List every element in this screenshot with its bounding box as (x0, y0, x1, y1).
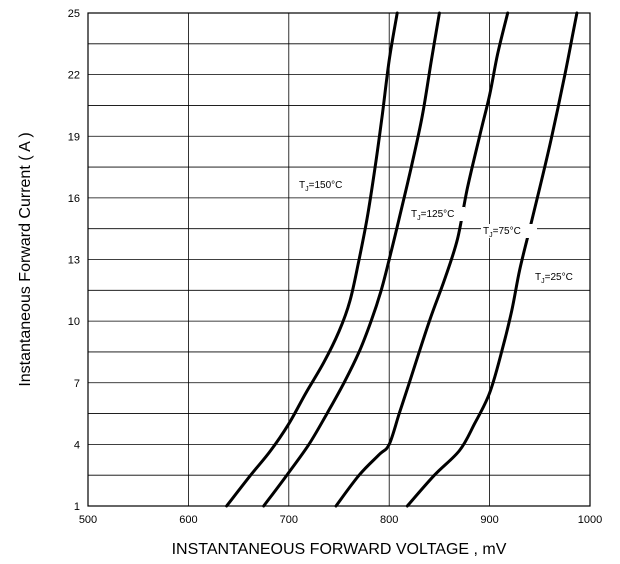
series-line-25c (405, 11, 579, 508)
y-tick-label: 13 (68, 255, 80, 267)
series-line-75c (334, 11, 510, 508)
curve-label-background (533, 270, 589, 284)
y-tick-label: 19 (68, 131, 80, 143)
curve-label-background (409, 207, 465, 221)
series-line-150c (225, 11, 399, 508)
y-tick-label: 10 (68, 316, 80, 328)
x-tick-label: 500 (79, 514, 97, 526)
curve-label-background (481, 224, 537, 238)
chart-tick-labels: 1 4 7 10 13 16 19 22 25 500 600 700 800 900 1000 (68, 8, 602, 526)
chart-curves (225, 11, 579, 508)
x-axis-label: INSTANTANEOUS FORWARD VOLTAGE , mV (172, 541, 507, 558)
chart-grid (87, 12, 591, 507)
curve-label-125c: TJ=125°C (411, 209, 454, 222)
y-tick-label: 7 (74, 378, 80, 390)
y-tick-label: 22 (68, 70, 80, 82)
y-tick-label: 16 (68, 193, 80, 205)
curve-label-150c: TJ=150°C (299, 180, 342, 193)
x-tick-label: 900 (480, 514, 498, 526)
curve-label-75c: TJ=75°C (483, 226, 521, 239)
y-tick-label: 4 (74, 439, 80, 451)
x-tick-label: 800 (380, 514, 398, 526)
x-tick-label: 700 (280, 514, 298, 526)
y-tick-label: 1 (74, 501, 80, 513)
curve-label-background (297, 178, 353, 192)
x-tick-label: 1000 (578, 514, 602, 526)
curve-label-25c: TJ=25°C (535, 272, 573, 285)
y-axis-label: Instantaneous Forward Current ( A ) (17, 132, 34, 386)
plot-frame (87, 12, 591, 507)
x-tick-label: 600 (179, 514, 197, 526)
chart-curve-labels: TJ=150°C TJ=125°C TJ=75°C TJ=25°C (297, 178, 589, 285)
series-line-125c (262, 11, 441, 508)
y-tick-label: 25 (68, 8, 80, 20)
